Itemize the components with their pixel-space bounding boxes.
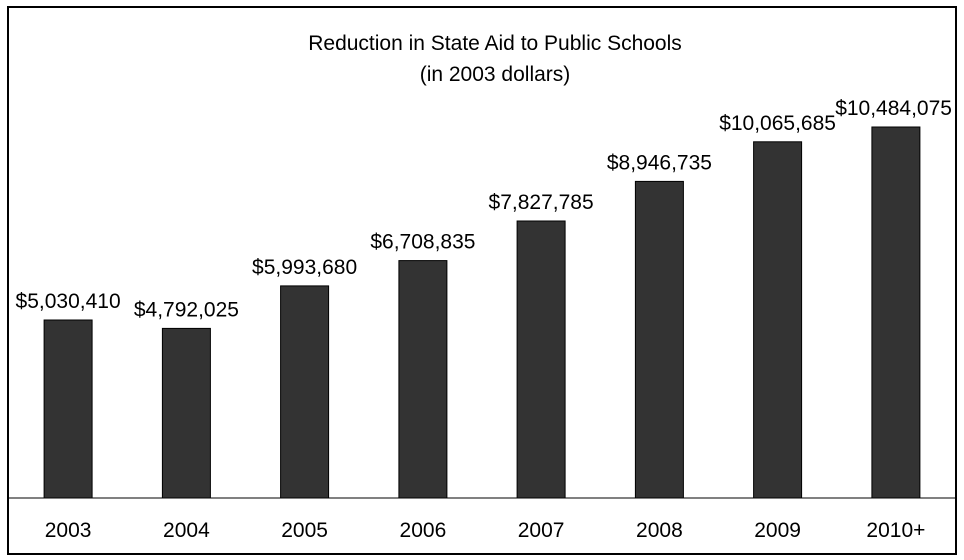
data-label-2006: $6,708,835 — [370, 231, 475, 254]
data-label-2003: $5,030,410 — [16, 290, 121, 313]
bar-2008 — [634, 180, 684, 499]
data-label-2010+: $10,484,075 — [835, 97, 952, 120]
x-tick-label-2008: 2008 — [636, 519, 683, 542]
x-tick-label-2010+: 2010+ — [866, 519, 925, 542]
data-label-2009: $10,065,685 — [719, 112, 836, 135]
x-tick-label-2007: 2007 — [518, 519, 565, 542]
chart-subtitle: (in 2003 dollars) — [420, 63, 571, 86]
data-label-2004: $4,792,025 — [134, 298, 239, 321]
bar-2010+ — [871, 126, 921, 499]
bar-2006 — [398, 260, 448, 499]
data-labels-group: $5,030,410 $4,792,025 $5,993,680 $6,708,835… — [16, 97, 952, 321]
x-tick-label-2009: 2009 — [754, 519, 801, 542]
x-tick-label-2006: 2006 — [400, 519, 447, 542]
x-tick-label-2004: 2004 — [163, 519, 210, 542]
bar-2003 — [43, 319, 93, 499]
data-label-2005: $5,993,680 — [252, 256, 357, 279]
bars-group — [43, 126, 921, 499]
x-tick-labels-group: 2003 2004 2005 2006 2007 2008 2009 2010+ — [45, 519, 926, 542]
bar-2009 — [753, 141, 803, 499]
data-label-2008: $8,946,735 — [607, 151, 712, 174]
chart-title: Reduction in State Aid to Public Schools — [308, 32, 682, 55]
bar-2005 — [280, 285, 330, 499]
bar-2004 — [161, 327, 211, 499]
x-tick-label-2003: 2003 — [45, 519, 92, 542]
data-label-2007: $7,827,785 — [489, 191, 594, 214]
x-tick-label-2005: 2005 — [281, 519, 328, 542]
bar-2007 — [516, 220, 566, 499]
